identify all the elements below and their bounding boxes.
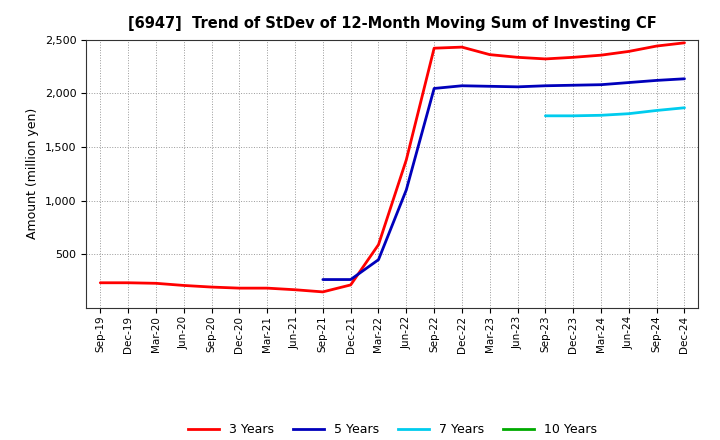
- Legend: 3 Years, 5 Years, 7 Years, 10 Years: 3 Years, 5 Years, 7 Years, 10 Years: [183, 418, 602, 440]
- Title: [6947]  Trend of StDev of 12-Month Moving Sum of Investing CF: [6947] Trend of StDev of 12-Month Moving…: [128, 16, 657, 32]
- Y-axis label: Amount (million yen): Amount (million yen): [27, 108, 40, 239]
